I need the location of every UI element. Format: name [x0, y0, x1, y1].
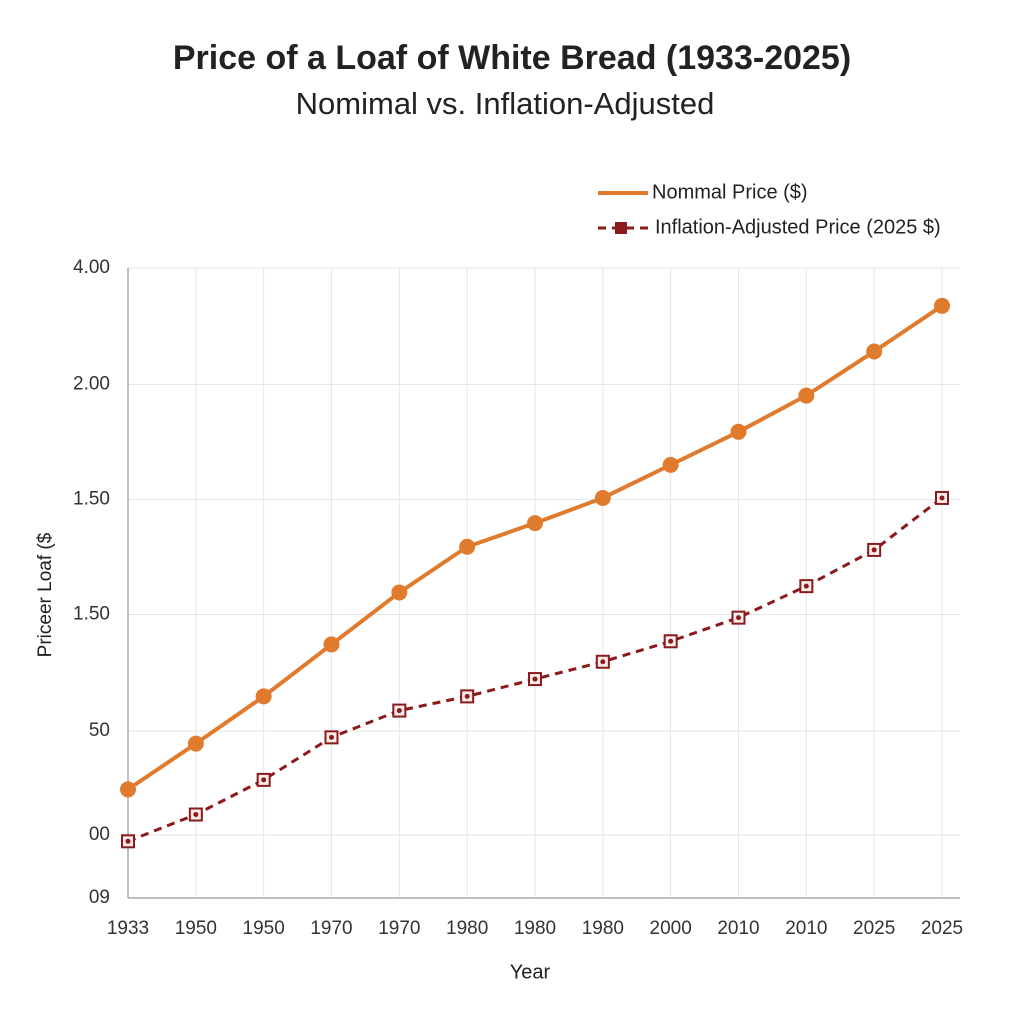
- point-dot: [329, 734, 334, 740]
- y-tick-label: 00: [89, 824, 110, 845]
- point-dot: [396, 708, 402, 714]
- point: [391, 584, 408, 601]
- y-tick-label: 50: [89, 720, 110, 741]
- point-dot: [736, 615, 741, 621]
- point: [527, 515, 543, 532]
- point: [255, 688, 272, 705]
- point: [730, 423, 747, 440]
- x-tick-label: 1950: [243, 918, 285, 939]
- x-tick-label: 2010: [717, 918, 759, 939]
- point: [120, 781, 136, 798]
- y-tick-label: 2.00: [73, 374, 110, 395]
- y-axis-label: Priceer Loaf ($: [35, 532, 56, 657]
- x-tick-label: 2025: [853, 918, 895, 939]
- legend-label: Inflation-Adjusted Price (2025 $): [655, 216, 941, 238]
- legend-label: Nommal Price ($): [652, 181, 808, 203]
- y-tick-label: 4.00: [73, 257, 110, 278]
- point-dot: [125, 838, 131, 844]
- point: [594, 489, 611, 506]
- x-tick-label: 1933: [107, 918, 149, 939]
- x-axis-label: Year: [510, 961, 551, 983]
- x-tick-label: 1970: [310, 918, 352, 939]
- x-tick-label: 1980: [582, 918, 624, 939]
- x-tick-label: 1970: [378, 918, 420, 939]
- x-tick-label: 2025: [921, 918, 963, 939]
- point-dot: [261, 777, 267, 783]
- point: [866, 343, 883, 360]
- point-dot: [532, 676, 538, 682]
- x-tick-label: 2000: [650, 918, 692, 939]
- point: [662, 456, 679, 473]
- point-dot: [939, 495, 945, 501]
- chart-title: Price of a Loaf of White Bread (1933-202…: [173, 39, 851, 77]
- point-dot: [803, 583, 809, 589]
- point: [798, 387, 815, 404]
- point: [323, 636, 340, 653]
- point-dot: [668, 638, 674, 644]
- point: [459, 538, 476, 555]
- x-tick-label: 1980: [514, 918, 556, 939]
- y-tick-label: 1.50: [73, 489, 110, 510]
- x-tick-label: 1980: [446, 918, 488, 939]
- x-tick-label: 1950: [175, 918, 217, 939]
- chart-subtitle: Nomimal vs. Inflation-Adjusted: [296, 86, 715, 121]
- point-dot: [464, 693, 470, 699]
- point: [934, 297, 950, 314]
- y-tick-label: 09: [89, 887, 110, 908]
- point-dot: [193, 812, 199, 818]
- point: [187, 735, 204, 752]
- x-tick-label: 2010: [785, 918, 827, 939]
- y-tick-label: 1.50: [73, 604, 110, 625]
- point-dot: [871, 547, 877, 553]
- legend-marker: [615, 222, 627, 234]
- point-dot: [600, 659, 606, 665]
